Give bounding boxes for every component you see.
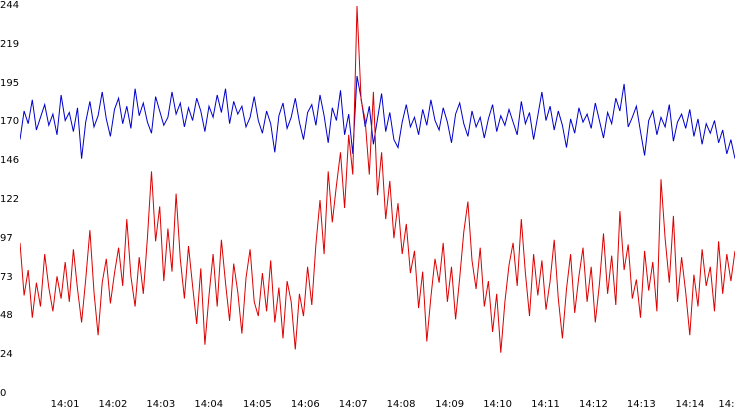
y-tick-label: 146 [0, 155, 20, 167]
y-tick-label: 48 [0, 310, 13, 322]
red-series-line [20, 6, 735, 353]
y-tick-label: 219 [0, 38, 20, 50]
y-tick-label: 195 [0, 77, 20, 89]
x-tick-label: 14:05 [242, 399, 272, 410]
y-tick-label: 122 [0, 194, 20, 205]
x-tick-label: 14:01 [50, 399, 80, 410]
y-tick-label: 244 [0, 0, 20, 11]
x-tick-label: 14:02 [98, 399, 128, 410]
y-tick-label: 170 [0, 116, 20, 128]
x-tick-label: 14:14 [675, 399, 705, 410]
y-tick-label: 97 [0, 232, 13, 244]
y-tick-label: 73 [0, 271, 13, 283]
x-tick-label: 14:06 [290, 399, 320, 410]
x-tick-label: 14:04 [194, 399, 224, 410]
x-tick-label: 14:08 [386, 399, 416, 410]
x-tick-label: 14:11 [531, 399, 560, 410]
x-tick-label: 14:13 [626, 399, 656, 410]
x-tick-label: 14: [718, 399, 735, 410]
chart-canvas [20, 6, 735, 353]
x-tick-label: 14:10 [483, 399, 513, 410]
x-tick-label: 14:07 [338, 399, 368, 410]
plot-area [20, 6, 735, 394]
x-tick-label: 14:12 [579, 399, 608, 410]
y-axis: 0 24 48 73 97 122 146 170 195 219 244 [0, 0, 20, 415]
x-axis: 14:01 14:02 14:03 14:04 14:05 14:06 14:07 14:08… [20, 398, 735, 415]
x-tick-label: 14:09 [435, 399, 465, 410]
x-tick-label: 14:03 [146, 399, 176, 410]
y-tick-label: 0 [0, 388, 7, 399]
y-tick-label: 24 [0, 349, 13, 361]
blue-series-line [20, 75, 735, 159]
